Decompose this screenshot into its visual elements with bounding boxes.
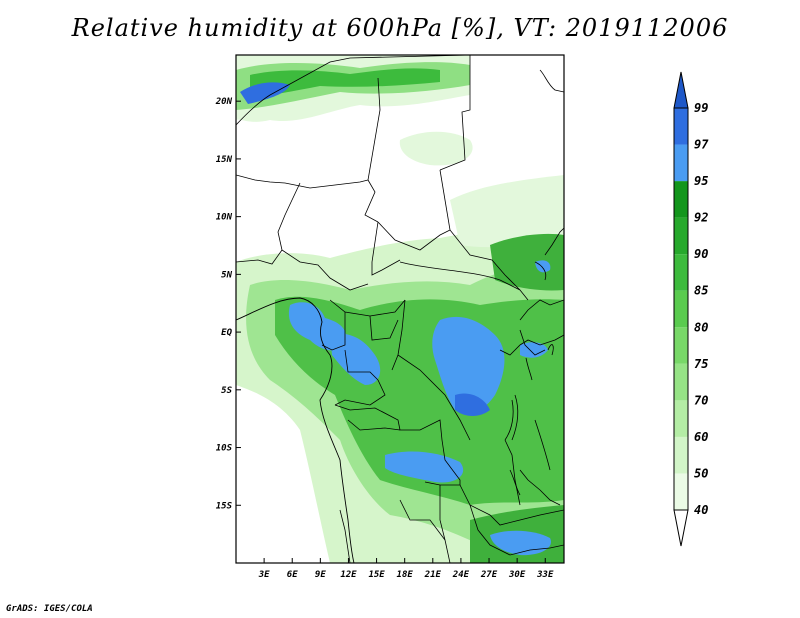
lat-tick-label: 5N: [221, 270, 232, 280]
saturated-region-drc: [455, 393, 490, 416]
saturated-region-north: [240, 82, 290, 104]
lon-tick-label: 15E: [368, 570, 385, 580]
colorbar-segment: [674, 327, 688, 364]
grads-credit: GrADS: IGES/COLA: [6, 604, 93, 614]
lon-tick-label: 3E: [258, 570, 270, 580]
lon-tick-label: 18E: [397, 570, 414, 580]
humidity-region-high-east: [490, 233, 564, 291]
humidity-field: [236, 55, 564, 563]
lat-tick-label: 15N: [216, 155, 233, 165]
colorbar-segment: [674, 290, 688, 328]
colorbar-segment: [674, 473, 688, 510]
longitude-axis: 3E 6E 9E 12E 15E 18E 21E 24E 27E 30E 33E: [258, 558, 554, 580]
lat-tick-label: 15S: [216, 501, 233, 511]
lat-tick-label: 10S: [216, 444, 233, 454]
saturated-region-se: [490, 530, 551, 556]
colorbar-segment: [674, 217, 688, 255]
lon-tick-label: 27E: [480, 570, 498, 580]
lon-tick-label: 24E: [452, 570, 470, 580]
colorbar-segment: [674, 363, 688, 401]
colorbar-segment: [674, 144, 688, 182]
map-frame: [235, 54, 565, 564]
chart-title: Relative humidity at 600hPa [%], VT: 201…: [71, 14, 729, 42]
colorbar-label: 97: [694, 138, 709, 152]
colorbar-label: 75: [694, 357, 708, 371]
colorbar-label: 95: [694, 174, 708, 188]
coastline: [236, 297, 355, 563]
saturated-region-central: [432, 316, 505, 414]
colorbar-label: 99: [694, 101, 708, 115]
lat-tick-label: 10N: [216, 213, 233, 223]
colorbar-label: 85: [694, 284, 708, 298]
saturated-region-ne: [535, 260, 551, 273]
saturated-region-east: [520, 342, 548, 358]
colorbar-label: 80: [694, 320, 708, 334]
colorbar-label: 60: [694, 430, 708, 444]
colorbar-low-end: [673, 509, 689, 547]
lat-tick-label: EQ: [221, 328, 232, 338]
lon-tick-label: 33E: [536, 570, 554, 580]
country-borders: [236, 55, 564, 563]
saturated-region-south: [385, 451, 464, 483]
lon-tick-label: 6E: [287, 570, 298, 580]
colorbar-segment: [674, 254, 688, 291]
colorbar-segment: [674, 436, 688, 474]
lon-tick-label: 12E: [340, 570, 357, 580]
colorbar-outline: [673, 107, 689, 511]
latitude-axis: 20N 15N 10N 5N EQ 5S 10S 15S: [215, 97, 241, 511]
lat-tick-label: 5S: [221, 386, 232, 396]
colorbar-label: 70: [694, 393, 708, 407]
colorbar-segment: [674, 181, 688, 218]
colorbar-label: 92: [694, 211, 708, 225]
colorbar-label: 40: [694, 503, 708, 517]
lon-tick-label: 21E: [424, 570, 442, 580]
colorbar: 40 50 60 70 75 80 85 90 92 95 97 99: [673, 71, 709, 547]
colorbar-segment: [674, 400, 688, 437]
colorbar-segment: [674, 108, 688, 145]
lat-tick-label: 20N: [215, 97, 233, 107]
colorbar-high-end: [673, 71, 689, 109]
lon-tick-label: 30E: [508, 570, 526, 580]
lakes: [504, 261, 554, 496]
humidity-region-east-light: [450, 175, 564, 248]
humidity-region-high-north: [250, 68, 440, 98]
humidity-region-north-patch: [399, 131, 473, 166]
colorbar-label: 90: [694, 247, 708, 261]
lon-tick-label: 9E: [315, 570, 326, 580]
colorbar-label: 50: [694, 466, 708, 480]
